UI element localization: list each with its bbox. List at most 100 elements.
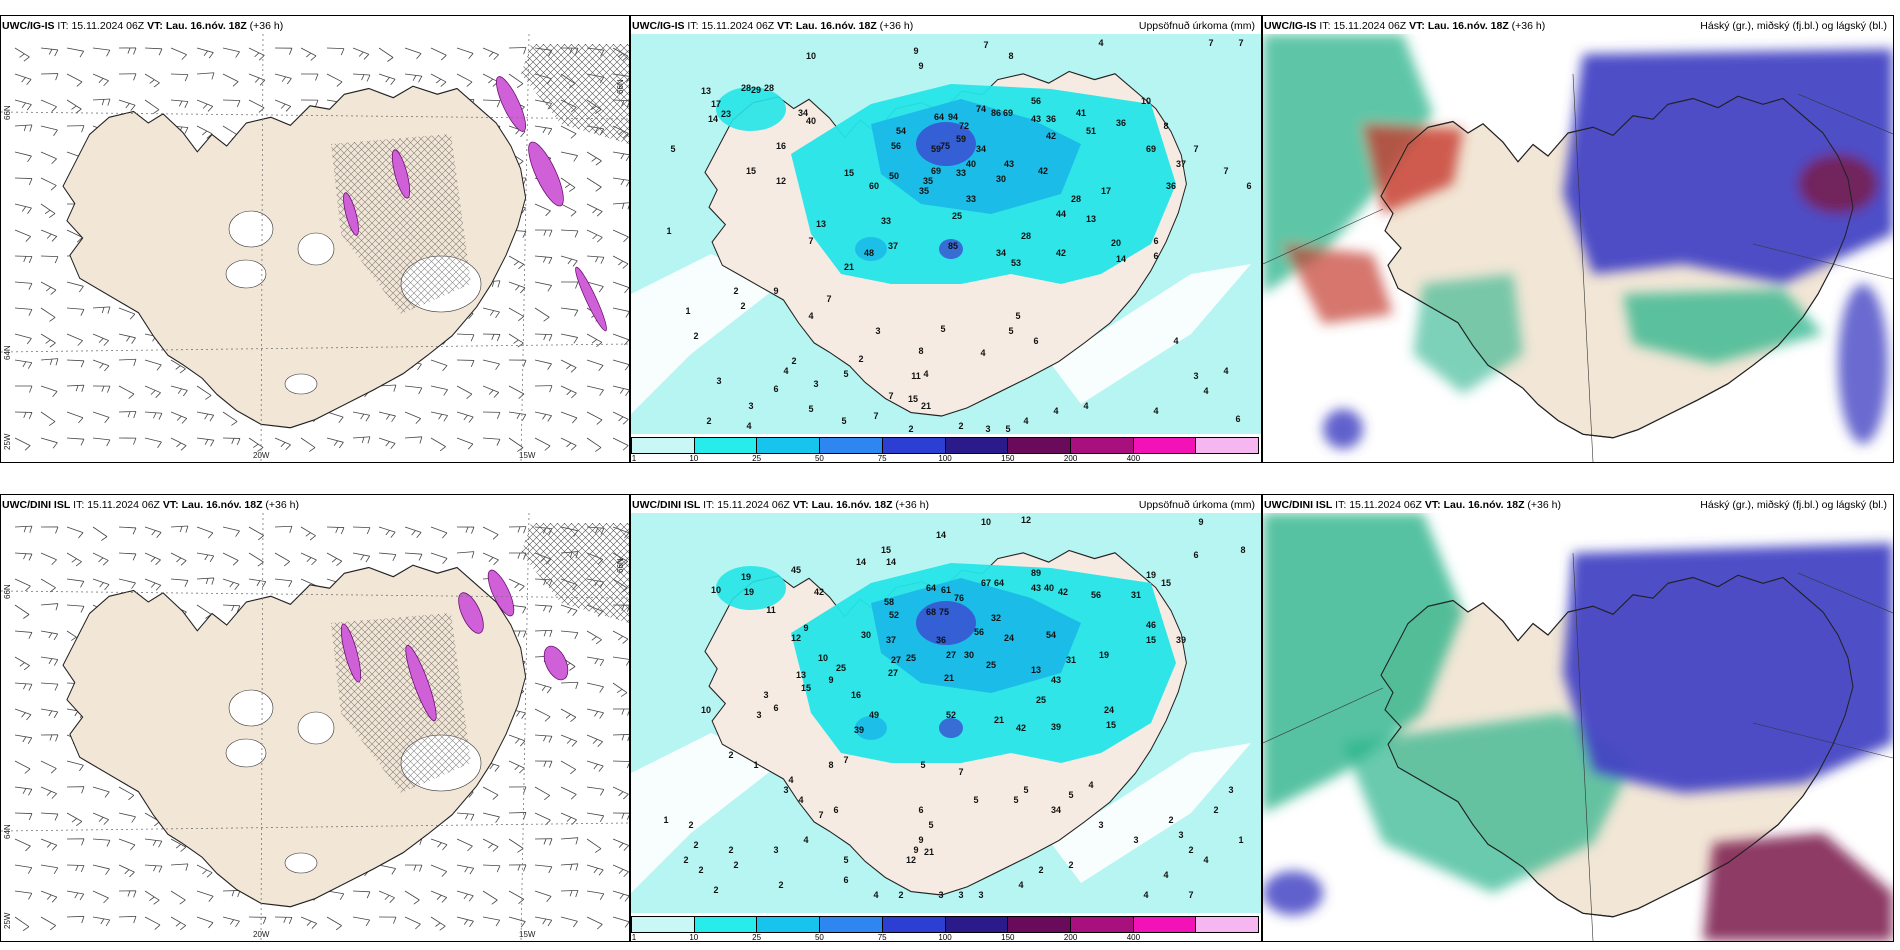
precip-value: 60 <box>869 181 879 191</box>
precip-value: 37 <box>886 635 896 645</box>
colorbar-swatch <box>757 917 821 932</box>
precip-value: 2 <box>728 845 733 855</box>
precip-value: 25 <box>906 653 916 663</box>
precip-value: 6 <box>1193 550 1198 560</box>
precip-value: 39 <box>854 725 864 735</box>
precip-value: 6 <box>843 875 848 885</box>
precip-value: 59 <box>931 144 941 154</box>
precip-value: 2 <box>898 890 903 900</box>
precip-value: 34 <box>1051 805 1061 815</box>
colorbar-swatch <box>1008 438 1071 453</box>
precip-zone-10 <box>716 566 786 610</box>
precip-value: 50 <box>889 171 899 181</box>
precip-value: 33 <box>966 194 976 204</box>
high-cloud <box>1263 34 1433 294</box>
precip-value: 5 <box>940 324 945 334</box>
precip-value: 4 <box>1023 416 1028 426</box>
mid-cloud <box>1798 154 1878 214</box>
precip-value: 5 <box>973 795 978 805</box>
precip-value: 42 <box>1038 166 1048 176</box>
precip-value: 7 <box>808 236 813 246</box>
precip-value: 3 <box>875 326 880 336</box>
precip-value: 6 <box>918 805 923 815</box>
precip-value: 3 <box>1228 785 1233 795</box>
precip-value: 24 <box>1004 633 1014 643</box>
precip-value: 56 <box>974 627 984 637</box>
precip-value: 6 <box>1153 251 1158 261</box>
precip-value: 1 <box>1238 835 1243 845</box>
icing-streak <box>528 141 564 207</box>
precip-value: 3 <box>958 890 963 900</box>
precip-value: 3 <box>938 890 943 900</box>
precip-value: 1 <box>753 760 758 770</box>
precip-value: 17 <box>1101 186 1111 196</box>
precip-value: 37 <box>1176 159 1186 169</box>
precip-value: 40 <box>806 116 816 126</box>
precip-value: 4 <box>923 369 928 379</box>
precip-value: 8 <box>918 346 923 356</box>
precip-value: 4 <box>1223 366 1228 376</box>
lat-label: 64N <box>3 824 12 839</box>
dry-area <box>1051 264 1251 404</box>
precip-zone-50 <box>939 239 963 259</box>
precip-value: 7 <box>1223 166 1228 176</box>
precip-value: 15 <box>1106 720 1116 730</box>
precip-value: 6 <box>1246 181 1251 191</box>
colorbar-swatch <box>820 438 883 453</box>
precip-value: 2 <box>791 356 796 366</box>
precip-value: 5 <box>1005 424 1010 434</box>
precip-value: 13 <box>816 219 826 229</box>
precip-value: 15 <box>908 394 918 404</box>
dry-area <box>631 733 781 893</box>
precip-value: 67 <box>981 578 991 588</box>
precip-value: 89 <box>1031 568 1041 578</box>
low-cloud <box>1563 49 1893 284</box>
wind-map-row2: 66N 64N 25W 20W 15W 66N <box>1 513 629 941</box>
precip-value: 30 <box>964 650 974 660</box>
precip-value: 15 <box>746 166 756 176</box>
precip-value: 15 <box>1161 578 1171 588</box>
precip-value: 42 <box>1046 131 1056 141</box>
precip-value: 2 <box>693 840 698 850</box>
precip-value: 21 <box>844 262 854 272</box>
precip-value: 56 <box>891 141 901 151</box>
precip-value: 7 <box>983 40 988 50</box>
precip-value: 2 <box>740 301 745 311</box>
precip-value: 16 <box>851 690 861 700</box>
precip-value: 27 <box>946 650 956 660</box>
high-cloud <box>1623 289 1823 364</box>
precip-value: 28 <box>741 83 751 93</box>
glacier <box>228 689 274 727</box>
glacier <box>297 232 335 266</box>
precip-value: 75 <box>939 607 949 617</box>
precip-value: 12 <box>776 176 786 186</box>
precip-value: 76 <box>954 593 964 603</box>
precip-zone-25 <box>871 578 1081 693</box>
precip-value: 30 <box>996 174 1006 184</box>
precip-value: 4 <box>1088 780 1093 790</box>
precip-value: 19 <box>741 572 751 582</box>
colorbar-swatch <box>945 917 1009 932</box>
precip-value: 53 <box>1011 258 1021 268</box>
colorbar-row2 <box>631 916 1259 933</box>
cloud-map-row1 <box>1263 34 1893 462</box>
cloud-panel-subtitle-row2: Háský (gr.), miðský (fj.bl.) og lágský (… <box>1700 499 1887 511</box>
precip-value: 13 <box>1031 665 1041 675</box>
mid-cloud <box>1363 124 1463 214</box>
precip-value: 6 <box>833 805 838 815</box>
precip-value: 4 <box>1203 386 1208 396</box>
precip-value: 3 <box>978 890 983 900</box>
precip-value: 10 <box>1141 96 1151 106</box>
precip-value: 2 <box>683 855 688 865</box>
colorbar-tick: 400 <box>1126 933 1141 942</box>
precip-value: 45 <box>791 565 801 575</box>
precip-value: 4 <box>1098 38 1103 48</box>
colorbar-tick: 75 <box>877 933 887 942</box>
colorbar-tick: 1 <box>631 454 637 463</box>
precip-value: 33 <box>881 216 891 226</box>
precip-value: 5 <box>920 760 925 770</box>
precip-value: 5 <box>843 369 848 379</box>
precip-value: 68 <box>926 607 936 617</box>
precip-value: 6 <box>773 384 778 394</box>
precip-value: 5 <box>841 416 846 426</box>
